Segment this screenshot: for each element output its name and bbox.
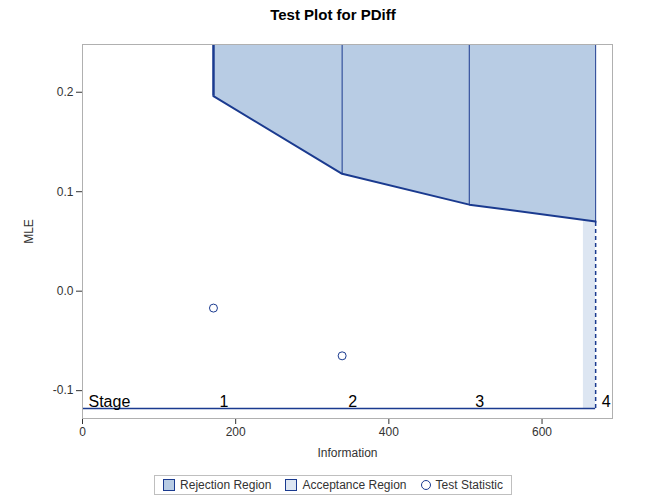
svg-text:-0.1: -0.1 [53, 383, 74, 397]
svg-text:200: 200 [226, 425, 246, 439]
svg-text:Information: Information [317, 446, 377, 460]
svg-text:Stage: Stage [89, 393, 131, 410]
svg-text:1: 1 [219, 393, 228, 410]
html-text:Rejection Region: Rejection Region [180, 478, 272, 492]
svg-text:0.1: 0.1 [57, 185, 74, 199]
svg-text:3: 3 [475, 393, 484, 410]
svg-text:4: 4 [602, 393, 611, 410]
svg-text:0.0: 0.0 [57, 284, 74, 298]
html-text:Test Statistic: Test Statistic [435, 478, 503, 492]
svg-text:0.2: 0.2 [57, 85, 74, 99]
svg-text:400: 400 [379, 425, 399, 439]
svg-text:2: 2 [348, 393, 357, 410]
html-text:Acceptance Region: Acceptance Region [302, 478, 407, 492]
svg-text:0: 0 [79, 425, 86, 439]
html-text:Test Plot for PDiff: Test Plot for PDiff [270, 6, 396, 23]
svg-text:600: 600 [532, 425, 552, 439]
svg-text:MLE: MLE [22, 219, 36, 244]
